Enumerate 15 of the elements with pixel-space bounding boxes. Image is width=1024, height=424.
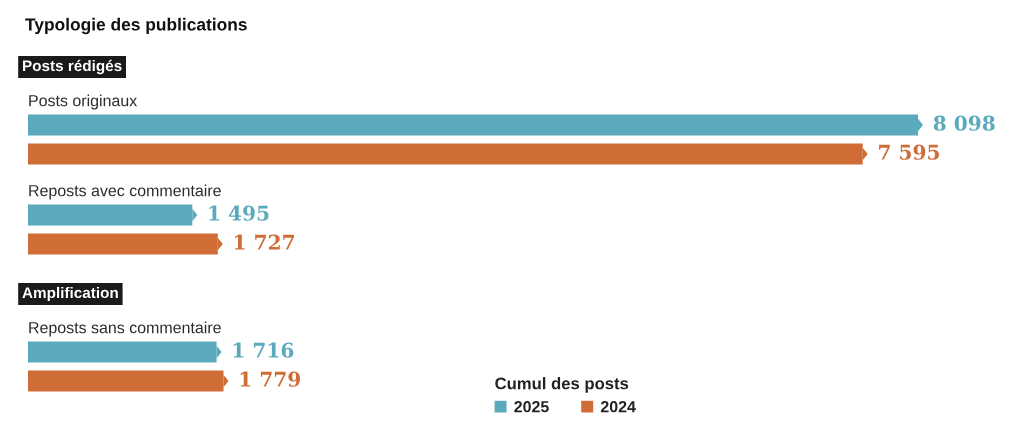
y-tick-label: Reposts avec commentaire [29,184,221,200]
chart-subtitle: Amplification [22,286,118,302]
data-label: 7 595 [879,144,939,160]
data-label: 1 727 [234,234,294,250]
chart-title: Typologie des publications [25,17,247,35]
y-tick-label: Posts originaux [29,94,138,110]
data-label: 1 495 [209,205,269,221]
data-label: 8 098 [933,115,995,131]
y-tick-label: Reposts sans commentaire [29,321,221,337]
chart-subtitle: Posts rédigés [23,59,122,75]
legend-label: 2024 [600,401,636,413]
data-label: 1 779 [240,371,301,387]
legend-label: 2025 [514,401,549,413]
data-label: 1 716 [233,342,294,358]
legend-title: Cumul des posts [495,377,629,393]
